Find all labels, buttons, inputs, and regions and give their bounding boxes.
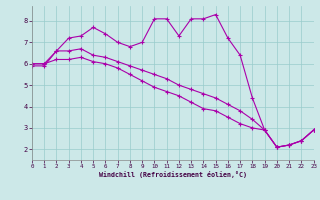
X-axis label: Windchill (Refroidissement éolien,°C): Windchill (Refroidissement éolien,°C) bbox=[99, 171, 247, 178]
